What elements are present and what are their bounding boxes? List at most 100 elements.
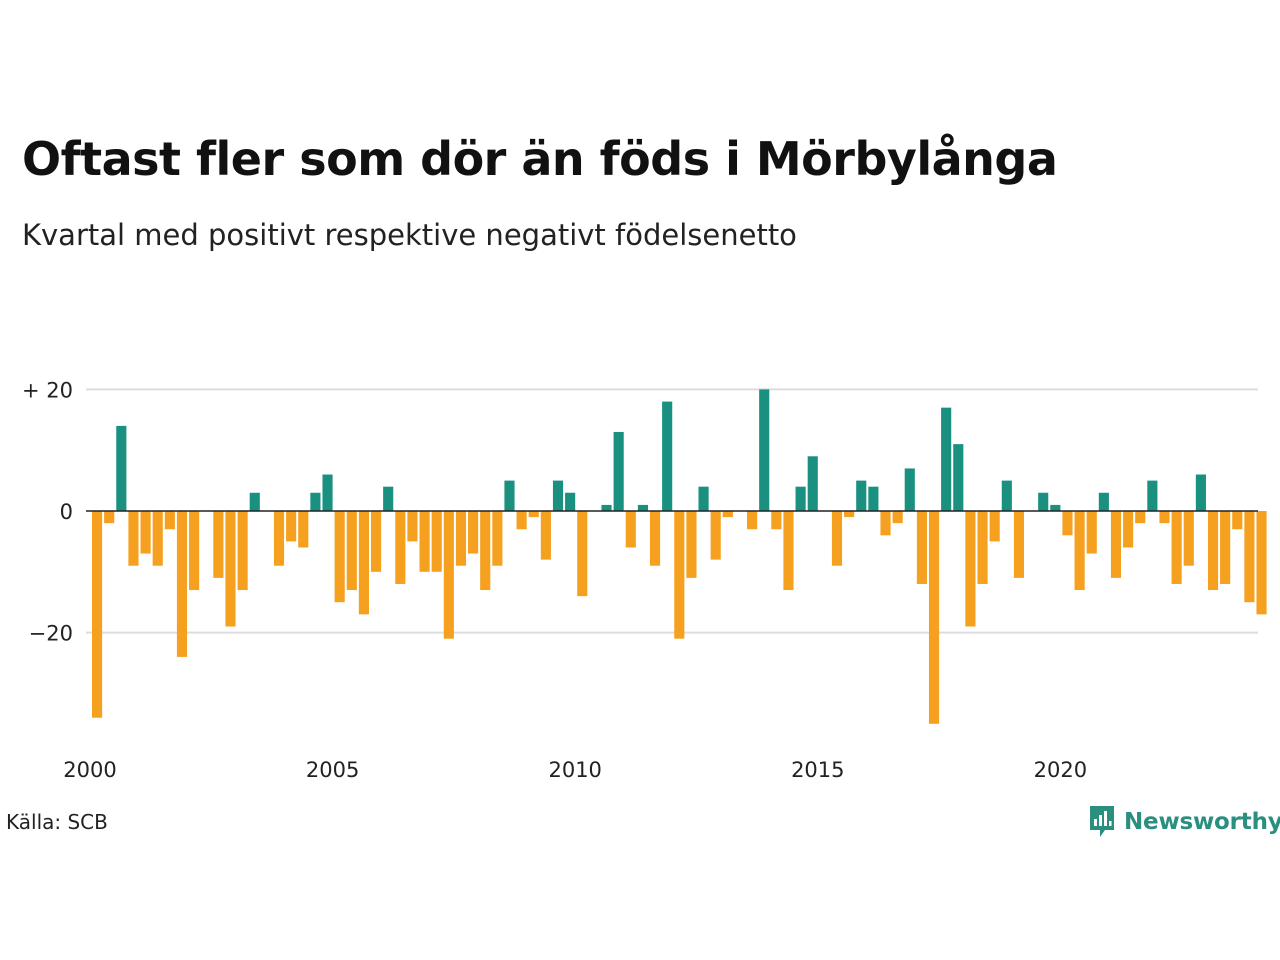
bar-negative (528, 511, 539, 518)
bar-negative (128, 511, 139, 566)
bar-negative (892, 511, 903, 524)
bar-negative (273, 511, 285, 566)
bar-negative (831, 511, 843, 566)
bar-negative (1171, 511, 1182, 584)
bar-negative (286, 511, 297, 542)
bar-positive (249, 492, 260, 511)
bar-negative (1123, 511, 1134, 548)
bar-positive (322, 474, 333, 511)
bar-negative (176, 511, 188, 657)
bar-positive (1195, 474, 1206, 511)
bar-positive (807, 456, 818, 511)
bars (92, 389, 1267, 724)
y-tick-label: + 20 (22, 378, 73, 402)
bar-negative (237, 511, 248, 591)
newsworthy-logo: Newsworthy (1088, 804, 1280, 840)
bar-negative (577, 511, 588, 597)
bar-positive (1038, 492, 1049, 511)
bar-positive (1001, 480, 1012, 511)
x-tick-label: 2015 (791, 758, 844, 782)
grid-lines (86, 388, 1258, 634)
bar-negative (480, 511, 491, 591)
bar-negative (1256, 511, 1267, 615)
bar-negative (455, 511, 467, 566)
bar-positive (856, 480, 867, 511)
bar-negative (1244, 511, 1255, 603)
bar-negative (977, 511, 988, 584)
bar-positive (868, 486, 879, 511)
bar-negative (298, 511, 309, 548)
bar-negative (492, 511, 503, 566)
bar-negative (346, 511, 357, 591)
bar-negative (213, 511, 224, 578)
bar-negative (1086, 511, 1097, 554)
bar-positive (637, 504, 648, 511)
bar-negative (1110, 511, 1122, 578)
bar-positive (1147, 480, 1158, 511)
x-tick-label: 2020 (1034, 758, 1087, 782)
bar-negative (1062, 511, 1073, 536)
bar-negative (1159, 511, 1170, 524)
bar-negative (1207, 511, 1219, 591)
bar-negative (1232, 511, 1243, 530)
bar-positive (552, 480, 564, 511)
bar-negative (771, 511, 782, 530)
y-tick-label: 0 (60, 500, 73, 524)
bar-positive (698, 486, 709, 511)
y-tick-label: −20 (29, 622, 73, 646)
bar-negative (1013, 511, 1025, 578)
bar-negative (747, 511, 758, 530)
bar-negative (722, 511, 733, 518)
bar-negative (164, 511, 175, 530)
bar-negative (419, 511, 430, 572)
bar-positive (759, 389, 770, 511)
bar-negative (928, 511, 940, 724)
source-note: Källa: SCB (6, 810, 108, 834)
bar-positive (613, 431, 624, 511)
bar-negative (649, 511, 661, 566)
bar-negative (443, 511, 454, 639)
bar-negative (104, 511, 115, 524)
bar-positive (795, 486, 806, 511)
axes: + 20 0 −20 2000 2005 2010 2015 2020 (22, 378, 1258, 782)
bar-negative (407, 511, 418, 542)
chart-subtitle: Kvartal med positivt respektive negativt… (22, 218, 797, 252)
bar-negative (989, 511, 1000, 542)
bar-positive (1050, 504, 1061, 511)
bar-negative (152, 511, 163, 566)
bar-positive (941, 407, 952, 511)
bar-negative (1220, 511, 1231, 584)
bar-negative (686, 511, 697, 578)
bar-positive (904, 468, 915, 511)
bar-positive (662, 401, 673, 511)
bar-negative (625, 511, 636, 548)
bar-negative (358, 511, 369, 615)
bar-negative (431, 511, 442, 572)
chart-title: Oftast fler som dör än föds i Mörbylånga (22, 132, 1058, 186)
bar-negative (710, 511, 721, 560)
bar-negative (783, 511, 794, 591)
bar-negative (395, 511, 406, 584)
bar-negative (916, 511, 927, 584)
bar-negative (844, 511, 855, 518)
bar-negative (880, 511, 891, 536)
bar-negative (516, 511, 527, 530)
bar-negative (674, 511, 685, 639)
newsworthy-logo-text: Newsworthy (1124, 809, 1280, 835)
bar-negative (189, 511, 200, 591)
bar-negative (140, 511, 151, 554)
bar-negative (370, 511, 382, 572)
bar-positive (565, 492, 576, 511)
bar-negative (965, 511, 976, 627)
bar-negative (540, 511, 551, 560)
bar-negative (225, 511, 236, 627)
x-tick-label: 2010 (548, 758, 601, 782)
bar-negative (468, 511, 479, 554)
bar-positive (1098, 492, 1109, 511)
bar-positive (116, 425, 127, 511)
bar-negative (92, 511, 103, 718)
bar-positive (953, 444, 964, 511)
newsworthy-logo-icon (1090, 806, 1114, 837)
